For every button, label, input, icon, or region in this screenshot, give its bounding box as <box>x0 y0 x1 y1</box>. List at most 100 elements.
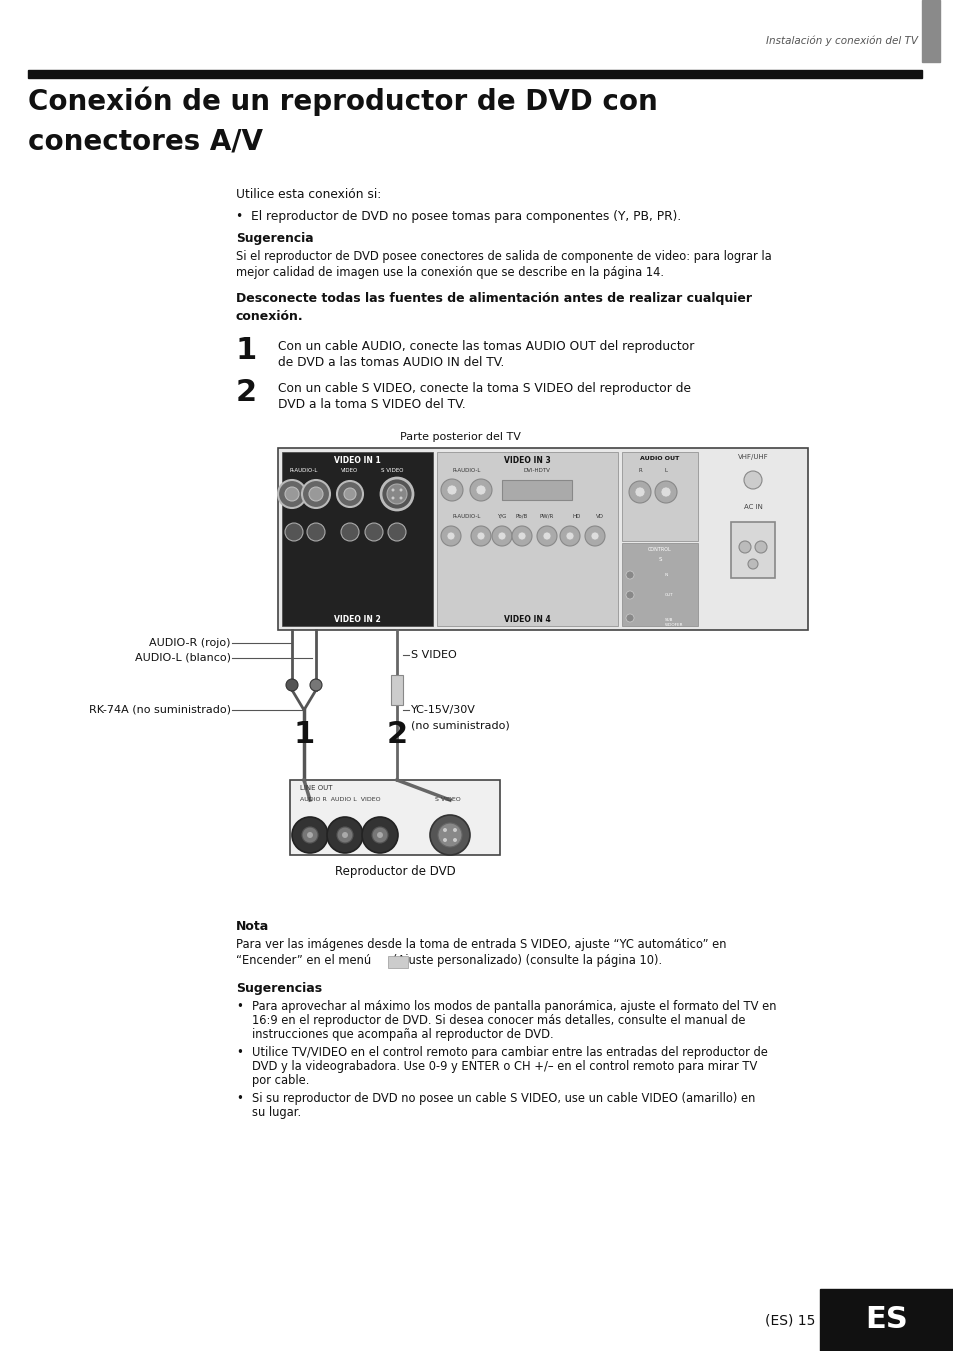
Bar <box>436 453 618 626</box>
Circle shape <box>584 526 604 546</box>
Circle shape <box>754 540 766 553</box>
Circle shape <box>440 526 460 546</box>
Circle shape <box>440 480 462 501</box>
Circle shape <box>447 485 456 494</box>
Text: Si su reproductor de DVD no posee un cable S VIDEO, use un cable VIDEO (amarillo: Si su reproductor de DVD no posee un cab… <box>252 1092 755 1105</box>
Circle shape <box>285 523 303 540</box>
Bar <box>501 480 572 500</box>
Circle shape <box>655 481 677 503</box>
Circle shape <box>302 480 330 508</box>
Text: Parte posterior del TV: Parte posterior del TV <box>399 432 520 442</box>
Text: S VIDEO: S VIDEO <box>435 797 460 802</box>
Text: S: S <box>658 557 661 562</box>
Text: VHF/UHF: VHF/UHF <box>737 454 767 459</box>
Bar <box>282 453 433 626</box>
Circle shape <box>336 481 363 507</box>
Circle shape <box>344 488 355 500</box>
Text: Nota: Nota <box>235 920 269 934</box>
Circle shape <box>310 680 322 690</box>
Text: 16:9 en el reproductor de DVD. Si desea conocer más detalles, consulte el manual: 16:9 en el reproductor de DVD. Si desea … <box>252 1015 744 1027</box>
Text: Sugerencias: Sugerencias <box>235 982 322 994</box>
Circle shape <box>559 526 579 546</box>
Circle shape <box>635 486 644 497</box>
Text: 1: 1 <box>294 720 314 748</box>
Circle shape <box>277 480 306 508</box>
Text: VIDEO IN 4: VIDEO IN 4 <box>503 615 550 624</box>
Circle shape <box>625 590 634 598</box>
Bar <box>921 0 939 62</box>
Text: “Encender” en el menú      (Ajuste personalizado) (consulte la página 10).: “Encender” en el menú (Ajuste personaliz… <box>235 954 661 967</box>
Circle shape <box>430 815 470 855</box>
Text: YC-15V/30V: YC-15V/30V <box>411 705 476 715</box>
Text: AUDIO R  AUDIO L  VIDEO: AUDIO R AUDIO L VIDEO <box>299 797 380 802</box>
Circle shape <box>292 817 328 852</box>
Text: R-AUDIO-L: R-AUDIO-L <box>453 467 480 473</box>
Text: Pb/B: Pb/B <box>516 513 528 519</box>
Text: •: • <box>235 1046 243 1059</box>
Circle shape <box>625 613 634 621</box>
Circle shape <box>437 823 461 847</box>
Circle shape <box>470 480 492 501</box>
Text: (ES) 15: (ES) 15 <box>763 1313 814 1327</box>
Circle shape <box>512 526 532 546</box>
Text: •: • <box>235 1092 243 1105</box>
Text: 1: 1 <box>235 336 257 365</box>
Text: 2: 2 <box>235 378 257 407</box>
Circle shape <box>453 828 456 832</box>
Text: L: L <box>664 467 667 473</box>
Circle shape <box>307 523 325 540</box>
Text: mejor calidad de imagen use la conexión que se describe en la página 14.: mejor calidad de imagen use la conexión … <box>235 266 663 280</box>
Text: Conexión de un reproductor de DVD con: Conexión de un reproductor de DVD con <box>28 86 657 115</box>
Circle shape <box>537 526 557 546</box>
Text: DVD a la toma S VIDEO del TV.: DVD a la toma S VIDEO del TV. <box>277 399 465 411</box>
Text: Si el reproductor de DVD posee conectores de salida de componente de video: para: Si el reproductor de DVD posee conectore… <box>235 250 771 263</box>
Text: Utilice esta conexión si:: Utilice esta conexión si: <box>235 188 381 201</box>
Text: su lugar.: su lugar. <box>252 1106 301 1119</box>
Text: S VIDEO: S VIDEO <box>411 650 456 661</box>
Circle shape <box>453 838 456 842</box>
Text: •: • <box>235 1000 243 1013</box>
Text: Utilice TV/VIDEO en el control remoto para cambiar entre las entradas del reprod: Utilice TV/VIDEO en el control remoto pa… <box>252 1046 767 1059</box>
Circle shape <box>492 526 512 546</box>
Circle shape <box>660 486 670 497</box>
Circle shape <box>309 486 323 501</box>
Circle shape <box>628 481 650 503</box>
Text: CONTROL: CONTROL <box>647 547 671 553</box>
Text: AUDIO-L (blanco): AUDIO-L (blanco) <box>135 653 231 663</box>
Circle shape <box>380 478 413 509</box>
Bar <box>621 453 698 540</box>
Text: instrucciones que acompaña al reproductor de DVD.: instrucciones que acompaña al reproducto… <box>252 1028 553 1042</box>
Text: R: R <box>638 467 641 473</box>
Text: Sugerencia: Sugerencia <box>235 232 314 245</box>
Circle shape <box>476 532 484 540</box>
Bar <box>388 957 408 969</box>
Text: ES: ES <box>864 1305 907 1335</box>
Text: Con un cable S VIDEO, conecte la toma S VIDEO del reproductor de: Con un cable S VIDEO, conecte la toma S … <box>277 382 690 394</box>
Circle shape <box>399 497 402 500</box>
Circle shape <box>302 827 317 843</box>
Circle shape <box>365 523 382 540</box>
Circle shape <box>341 832 348 838</box>
Circle shape <box>376 832 382 838</box>
Text: Instalación y conexión del TV: Instalación y conexión del TV <box>765 35 917 46</box>
Text: Reproductor de DVD: Reproductor de DVD <box>335 865 455 878</box>
Circle shape <box>517 532 525 540</box>
Text: S VIDEO: S VIDEO <box>380 467 403 473</box>
Text: 2: 2 <box>386 720 407 748</box>
Text: SUB
WOOFER: SUB WOOFER <box>664 617 682 627</box>
Text: Para ver las imágenes desde la toma de entrada S VIDEO, ajuste “YC automático” e: Para ver las imágenes desde la toma de e… <box>235 938 726 951</box>
Text: AUDIO-R (rojo): AUDIO-R (rojo) <box>150 638 231 648</box>
Text: Desconecte todas las fuentes de alimentación antes de realizar cualquier: Desconecte todas las fuentes de alimenta… <box>235 292 751 305</box>
Text: OUT: OUT <box>664 593 673 597</box>
Circle shape <box>391 489 395 492</box>
Text: DVI-HDTV: DVI-HDTV <box>523 467 550 473</box>
Circle shape <box>399 489 402 492</box>
Text: AC IN: AC IN <box>742 504 761 509</box>
Text: por cable.: por cable. <box>252 1074 309 1088</box>
Text: HD: HD <box>572 513 580 519</box>
Circle shape <box>391 497 395 500</box>
Circle shape <box>747 559 758 569</box>
Circle shape <box>743 471 761 489</box>
Circle shape <box>307 832 313 838</box>
Text: R-AUDIO-L: R-AUDIO-L <box>290 467 318 473</box>
